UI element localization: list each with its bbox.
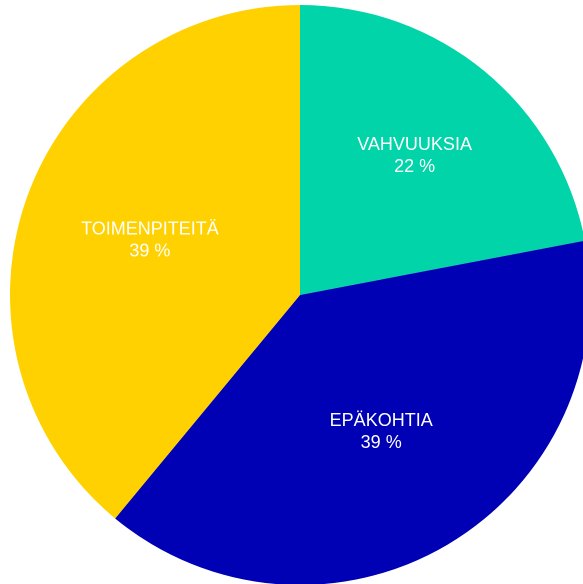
slice-value-label: 39 % xyxy=(129,241,170,261)
pie-slice xyxy=(9,5,300,519)
pie-slice xyxy=(300,5,583,295)
slice-label: TOIMENPITEITÄ xyxy=(81,219,219,239)
slice-value-label: 22 % xyxy=(394,156,435,176)
slice-value-label: 39 % xyxy=(361,432,402,452)
slice-label: EPÄKOHTIA xyxy=(330,410,433,430)
slice-label: VAHVUUKSIA xyxy=(357,134,472,154)
pie-slice xyxy=(115,241,583,584)
